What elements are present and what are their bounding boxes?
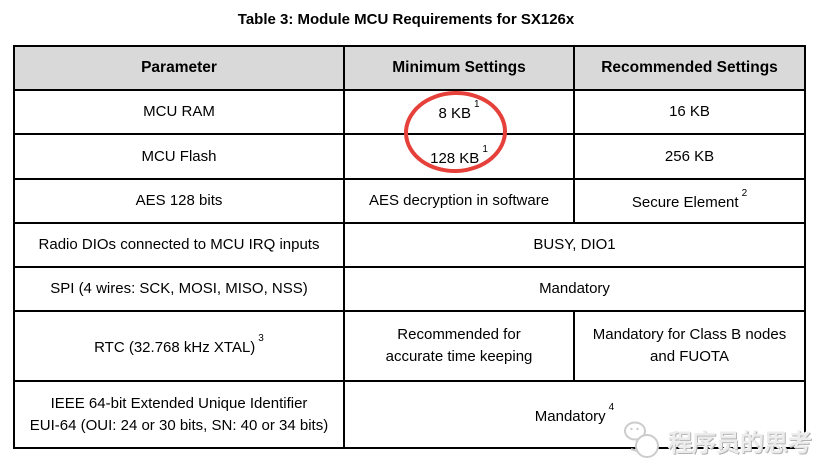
- header-row: Parameter Minimum Settings Recommended S…: [13, 45, 806, 91]
- cell-text: accurate time keeping: [385, 348, 533, 365]
- mcu-requirements-table: Parameter Minimum Settings Recommended S…: [13, 45, 806, 449]
- cell-parameter: RTC (32.768 kHz XTAL)3: [13, 310, 345, 382]
- cell-merged: Mandatory4: [343, 380, 806, 449]
- cell-text: SPI (4 wires: SCK, MOSI, MISO, NSS): [50, 280, 308, 297]
- cell-parameter: Radio DIOs connected to MCU IRQ inputs: [13, 222, 345, 268]
- cell-text: Recommended for: [397, 326, 521, 343]
- cell-text: Secure Element2: [631, 188, 748, 211]
- cell-text: 128 KB1: [430, 143, 488, 167]
- footnote-superscript: 4: [608, 401, 615, 413]
- cell-text: IEEE 64-bit Extended Unique Identifier: [50, 394, 308, 412]
- cell-parameter: IEEE 64-bit Extended Unique Identifier E…: [13, 380, 345, 449]
- cell-text: and FUOTA: [650, 348, 729, 365]
- footnote-superscript: 3: [258, 333, 264, 344]
- cell-recommended: Secure Element2: [573, 178, 806, 224]
- cell-recommended: Mandatory for Class B nodes and FUOTA: [573, 310, 806, 382]
- cell-parameter: AES 128 bits: [13, 178, 345, 224]
- footnote-superscript: 1: [473, 99, 480, 110]
- table-caption: Table 3: Module MCU Requirements for SX1…: [237, 11, 575, 28]
- watermark: 程序员的思考: [621, 419, 812, 461]
- cell-text: RTC (32.768 kHz XTAL)3: [94, 333, 264, 356]
- cell-minimum: 8 KB1: [343, 89, 575, 135]
- col-header-parameter: Parameter: [13, 45, 345, 91]
- cell-text: Mandatory4: [534, 401, 615, 425]
- cell-merged: BUSY, DIO1: [343, 222, 806, 268]
- footnote-superscript: 2: [741, 188, 748, 199]
- cell-text: MCU RAM: [143, 103, 215, 120]
- table-row-spi: SPI (4 wires: SCK, MOSI, MISO, NSS) Mand…: [13, 266, 806, 312]
- cell-recommended: 16 KB: [573, 89, 806, 135]
- col-header-minimum-settings: Minimum Settings: [343, 45, 575, 91]
- cell-text: AES decryption in software: [368, 192, 550, 209]
- watermark-text: 程序员的思考: [668, 428, 812, 457]
- cell-text: Mandatory for Class B nodes: [592, 326, 787, 343]
- thinking-bubble-logo-icon: [624, 421, 659, 458]
- cell-text: 16 KB: [669, 103, 710, 120]
- cell-text: EUI-64 (OUI: 24 or 30 bits, SN: 40 or 34…: [29, 416, 329, 434]
- cell-recommended: 256 KB: [573, 133, 806, 180]
- cell-merged: Mandatory: [343, 266, 806, 312]
- cell-text: 256 KB: [664, 147, 715, 165]
- table-row-mcu-ram: MCU RAM 8 KB1 16 KB: [13, 89, 806, 135]
- cell-text: 8 KB1: [438, 99, 480, 122]
- table-row-eui64: IEEE 64-bit Extended Unique Identifier E…: [13, 380, 806, 449]
- cell-parameter: MCU Flash: [13, 133, 345, 180]
- cell-minimum: Recommended for accurate time keeping: [343, 310, 575, 382]
- cell-text: Radio DIOs connected to MCU IRQ inputs: [38, 236, 320, 253]
- cell-minimum: AES decryption in software: [343, 178, 575, 224]
- table-row-mcu-flash: MCU Flash 128 KB1 256 KB: [13, 133, 806, 180]
- cell-text: AES 128 bits: [135, 192, 223, 209]
- cell-text: Mandatory: [539, 280, 610, 297]
- cell-minimum: 128 KB1: [343, 133, 575, 180]
- table-row-aes: AES 128 bits AES decryption in software …: [13, 178, 806, 224]
- cell-parameter: MCU RAM: [13, 89, 345, 135]
- footnote-superscript: 1: [482, 143, 488, 155]
- table-row-radio-dios: Radio DIOs connected to MCU IRQ inputs B…: [13, 222, 806, 268]
- table-row-rtc: RTC (32.768 kHz XTAL)3 Recommended for a…: [13, 310, 806, 382]
- cell-text: BUSY, DIO1: [533, 236, 616, 253]
- col-header-recommended-settings: Recommended Settings: [573, 45, 806, 91]
- cell-text: MCU Flash: [141, 147, 217, 165]
- cell-parameter: SPI (4 wires: SCK, MOSI, MISO, NSS): [13, 266, 345, 312]
